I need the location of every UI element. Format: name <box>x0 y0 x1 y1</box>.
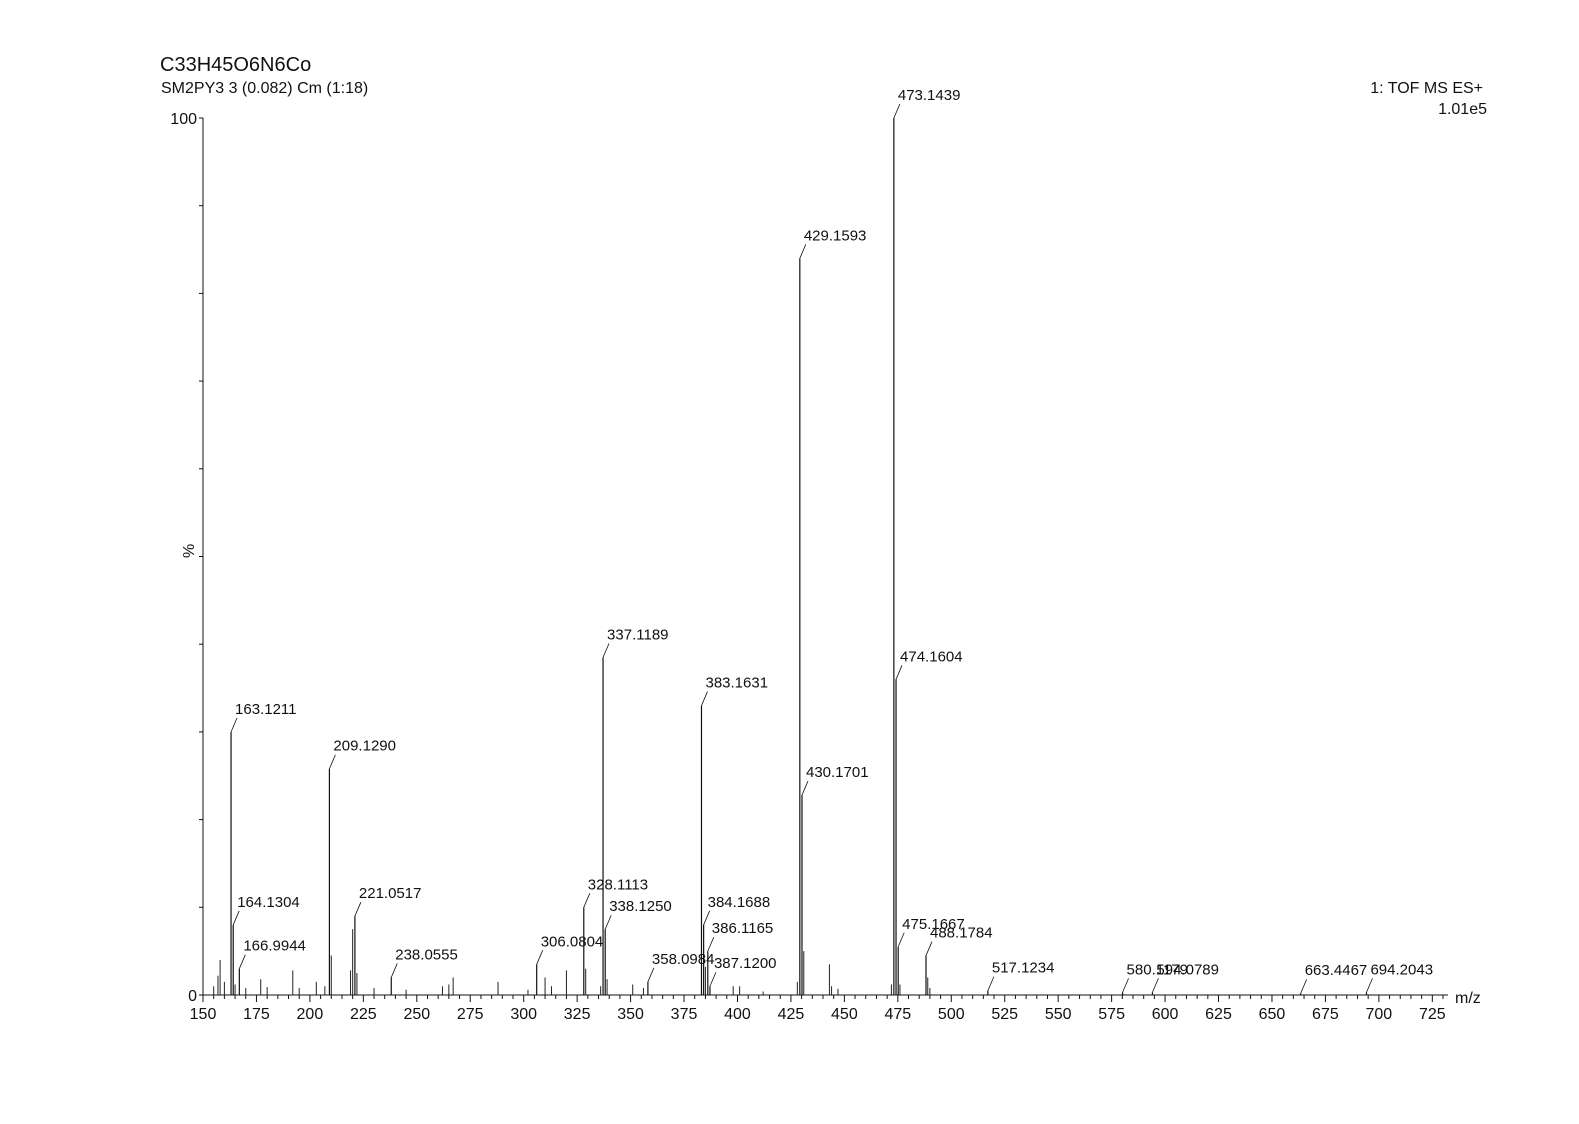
x-tick-label: 425 <box>778 1006 805 1023</box>
peak-leader <box>602 643 610 658</box>
peak-bars <box>213 118 1368 995</box>
x-tick-label: 325 <box>564 1006 591 1023</box>
x-tick-label: 625 <box>1205 1006 1232 1023</box>
x-tick-label: 675 <box>1312 1006 1339 1023</box>
x-tick-label: 600 <box>1152 1006 1179 1023</box>
axes: 0 100 150 175 200 225 250 275 300 325 350 375 400 425… <box>170 111 1448 1023</box>
x-tick-label: 550 <box>1045 1006 1072 1023</box>
peak-leader <box>329 754 336 769</box>
y-tick-label: 100 <box>170 111 197 128</box>
peak-leader <box>801 780 809 796</box>
x-tick-label: 450 <box>831 1006 858 1023</box>
peak-label: 474.1604 <box>900 648 963 665</box>
peak-label: 306.0804 <box>541 933 604 950</box>
x-tick-label: 350 <box>617 1006 644 1023</box>
peak-label: 429.1593 <box>804 227 867 244</box>
peak-leader <box>1300 979 1308 994</box>
peak-leader <box>707 936 715 952</box>
x-axis-label: m/z <box>1455 990 1481 1007</box>
peak-leader <box>354 901 362 917</box>
peak-label: 166.9944 <box>243 938 306 955</box>
x-tick-label: 375 <box>671 1006 698 1023</box>
peak-leader <box>1122 978 1129 993</box>
peak-label: 517.1234 <box>992 960 1055 977</box>
sample-description: SM2PY3 3 (0.082) Cm (1:18) <box>161 80 369 97</box>
peak-leader <box>390 963 398 978</box>
x-tick-label: 200 <box>297 1006 324 1023</box>
peak-leader <box>987 976 995 991</box>
peak-label: 473.1439 <box>898 87 961 104</box>
instrument-mode: 1: TOF MS ES+ <box>1370 80 1483 97</box>
peak-leader <box>893 103 901 119</box>
peak-label: 663.4467 <box>1305 962 1368 979</box>
peak-leader <box>1366 978 1373 993</box>
peak-label: 164.1304 <box>237 894 300 911</box>
chart-title: C33H45O6N6Co <box>160 54 312 76</box>
peak-label: 384.1688 <box>708 894 771 911</box>
peak-leader <box>897 932 905 947</box>
peak-leader <box>230 717 238 733</box>
peak-label: 488.1784 <box>930 925 993 942</box>
peak-label: 209.1290 <box>333 738 396 755</box>
peak-label: 594.0789 <box>1156 961 1219 978</box>
x-tick-label: 400 <box>724 1006 751 1023</box>
peak-leader <box>895 665 903 680</box>
x-tick-label: 500 <box>938 1006 965 1023</box>
peak-label: 580.1179 <box>1127 961 1188 978</box>
x-tick-label: 575 <box>1098 1006 1125 1023</box>
peak-label: 163.1211 <box>235 701 296 718</box>
peak-labels: 163.1211 164.1304 166.9944 209.1290 221.0517… <box>230 87 1433 994</box>
x-tick-label: 475 <box>884 1006 911 1023</box>
y-tick-label: 0 <box>188 988 197 1005</box>
peak-leader <box>238 954 246 969</box>
peak-leader <box>583 893 591 908</box>
peak-leader <box>799 244 807 259</box>
peak-label: 358.0984 <box>652 951 715 968</box>
peak-label: 238.0555 <box>395 946 458 963</box>
x-tick-label: 525 <box>991 1006 1018 1023</box>
peak-leader <box>232 910 240 925</box>
x-tick-label: 725 <box>1419 1006 1446 1023</box>
peak-label: 387.1200 <box>714 955 777 972</box>
peak-label: 694.2043 <box>1370 961 1433 978</box>
x-tick-label: 175 <box>243 1006 270 1023</box>
peak-leader <box>703 910 711 925</box>
peak-label: 337.1189 <box>607 626 668 643</box>
peak-leader <box>536 950 544 965</box>
x-tick-label: 275 <box>457 1006 484 1023</box>
y-axis-label: % <box>181 544 198 558</box>
peak-leader <box>1152 978 1159 993</box>
peak-label: 221.0517 <box>359 885 422 902</box>
peak-leader <box>709 972 717 987</box>
peak-label: 386.1165 <box>712 920 773 937</box>
peak-label: 383.1631 <box>705 675 768 692</box>
peak-label: 475.1667 <box>902 916 965 933</box>
base-peak-intensity: 1.01e5 <box>1438 101 1487 118</box>
x-tick-label: 250 <box>403 1006 430 1023</box>
peak-label: 328.1113 <box>588 876 648 893</box>
peak-leader <box>701 691 708 706</box>
x-tick-label: 700 <box>1366 1006 1393 1023</box>
peak-label: 430.1701 <box>806 764 869 781</box>
peak-leader <box>925 941 933 956</box>
x-tick-label: 300 <box>510 1006 537 1023</box>
peak-leader <box>604 915 612 930</box>
x-tick-label: 150 <box>190 1006 217 1023</box>
peak-leader <box>647 967 655 983</box>
peak-label: 338.1250 <box>609 898 672 915</box>
x-tick-label: 650 <box>1259 1006 1286 1023</box>
x-tick-label: 225 <box>350 1006 377 1023</box>
